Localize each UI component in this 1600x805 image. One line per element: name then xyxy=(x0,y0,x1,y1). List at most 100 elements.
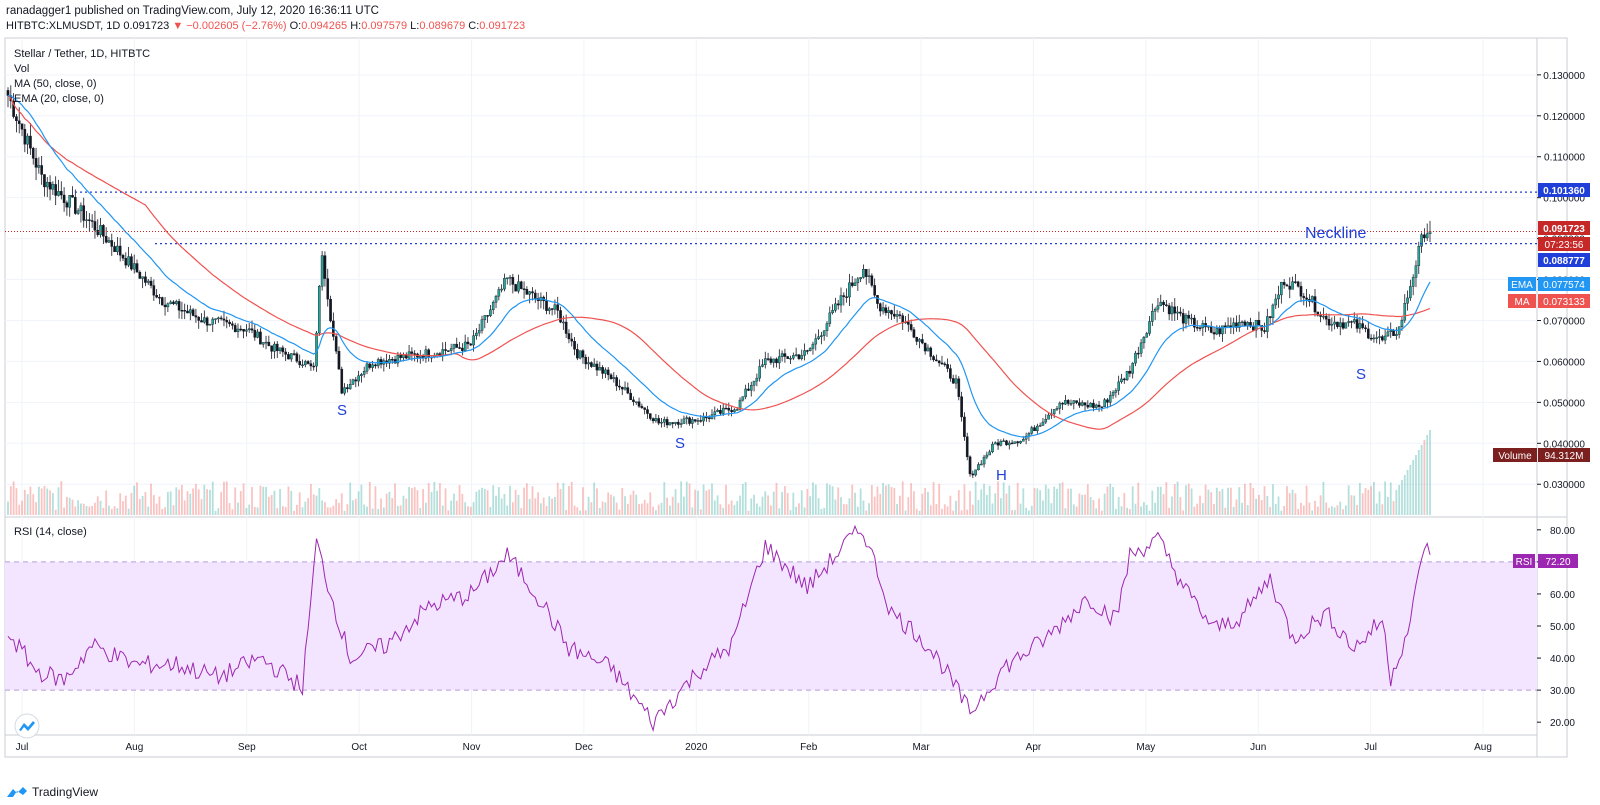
volume-bar xyxy=(1134,503,1137,515)
volume-bar xyxy=(346,504,349,515)
volume-bar xyxy=(1042,500,1044,515)
candle-body xyxy=(895,314,899,317)
volume-bar xyxy=(453,493,455,515)
candle-body xyxy=(1173,306,1177,314)
ma-line xyxy=(7,95,1431,430)
rsi-tag: RSI xyxy=(1516,557,1533,568)
volume-bar xyxy=(803,507,806,515)
candle-body xyxy=(486,315,489,317)
volume-bar xyxy=(492,485,495,515)
volume-bar xyxy=(1112,486,1114,515)
volume-bar xyxy=(1227,487,1229,515)
volume-bar xyxy=(21,500,23,515)
volume-bar xyxy=(955,500,957,515)
candle-body xyxy=(612,377,616,379)
candle-body xyxy=(640,406,644,408)
volume-bar xyxy=(761,496,764,515)
volume-bar xyxy=(1406,470,1409,515)
candle-body xyxy=(1395,334,1398,336)
candle-body xyxy=(870,275,874,286)
rsi-tick-label: 50.00 xyxy=(1550,622,1575,633)
candle-body xyxy=(1162,301,1165,306)
candle-body xyxy=(744,388,747,397)
candle-body xyxy=(127,256,130,266)
candle-body xyxy=(1313,296,1317,313)
volume-bar xyxy=(517,494,520,515)
candle-body xyxy=(553,304,557,310)
candle-body xyxy=(309,363,313,367)
candle-body xyxy=(595,363,599,371)
volume-bar xyxy=(727,504,730,515)
candle-body xyxy=(233,325,237,333)
candle-body xyxy=(1386,331,1390,337)
volume-bar xyxy=(1238,487,1241,515)
volume-bar xyxy=(663,482,666,515)
candle-body xyxy=(789,357,792,360)
volume-bar xyxy=(784,486,786,515)
candle-body xyxy=(943,363,947,366)
volume-bar xyxy=(629,494,632,515)
volume-bar xyxy=(281,506,284,515)
candle-body xyxy=(884,307,888,314)
volume-bar xyxy=(144,492,147,515)
volume-bar xyxy=(1086,484,1089,515)
volume-bar xyxy=(475,491,478,515)
volume-bar xyxy=(368,481,371,515)
resistance-price-label: 0.101360 xyxy=(1543,186,1585,197)
volume-bar xyxy=(65,496,68,515)
volume-bar xyxy=(161,509,164,515)
candle-body xyxy=(921,339,924,344)
volume-bar xyxy=(54,509,57,515)
volume-bar xyxy=(57,487,60,515)
volume-bar xyxy=(828,484,831,515)
volume-bar xyxy=(685,481,688,515)
tradingview-logo-icon[interactable] xyxy=(6,785,28,799)
volume-bar xyxy=(96,496,99,515)
volume-bar xyxy=(495,495,497,515)
candle-body xyxy=(1336,321,1339,327)
time-tick-label: Aug xyxy=(125,742,143,753)
volume-bar xyxy=(234,487,237,515)
candle-body xyxy=(1106,399,1109,403)
legend-title: Stellar / Tether, 1D, HITBTC xyxy=(14,48,150,60)
volume-bar xyxy=(1378,491,1381,515)
volume-bar xyxy=(949,495,952,515)
candle-body xyxy=(1022,439,1025,442)
candle-body xyxy=(292,353,296,355)
candle-body xyxy=(444,349,447,351)
volume-bar xyxy=(764,491,767,515)
candle-body xyxy=(716,409,719,412)
candle-body xyxy=(250,328,254,331)
volume-bar xyxy=(321,500,324,515)
volume-bar xyxy=(1100,510,1103,515)
candle-body xyxy=(1176,311,1179,314)
volume-bar xyxy=(332,505,335,515)
volume-bar xyxy=(719,504,722,515)
volume-bar xyxy=(946,506,949,515)
candle-body xyxy=(177,301,181,311)
volume-bar xyxy=(1165,482,1168,515)
candle-body xyxy=(273,343,276,352)
volume-bar xyxy=(1070,488,1072,515)
volume-bar xyxy=(1137,482,1140,515)
volume-bar xyxy=(988,485,991,515)
neckline-price-label: 0.088777 xyxy=(1543,256,1585,267)
chart-logo-icon[interactable] xyxy=(14,713,40,739)
candle-body xyxy=(12,100,15,117)
footer-brand[interactable]: TradingView xyxy=(32,785,99,799)
candle-body xyxy=(298,361,301,366)
candle-body xyxy=(1223,325,1227,328)
volume-bar xyxy=(127,508,130,515)
candle-body xyxy=(1296,281,1300,287)
candle-body xyxy=(497,289,501,297)
volume-bar xyxy=(1193,506,1196,515)
volume-bar xyxy=(1159,486,1162,515)
volume-bar xyxy=(186,491,189,515)
candle-body xyxy=(592,363,596,367)
candle-body xyxy=(225,320,229,323)
ohlc-line: HITBTC:XLMUSDT, 1D 0.091723 ▼ −0.002605 … xyxy=(6,20,525,32)
volume-bar xyxy=(736,501,739,515)
volume-bar xyxy=(1305,485,1308,515)
volume-bar xyxy=(214,510,217,515)
